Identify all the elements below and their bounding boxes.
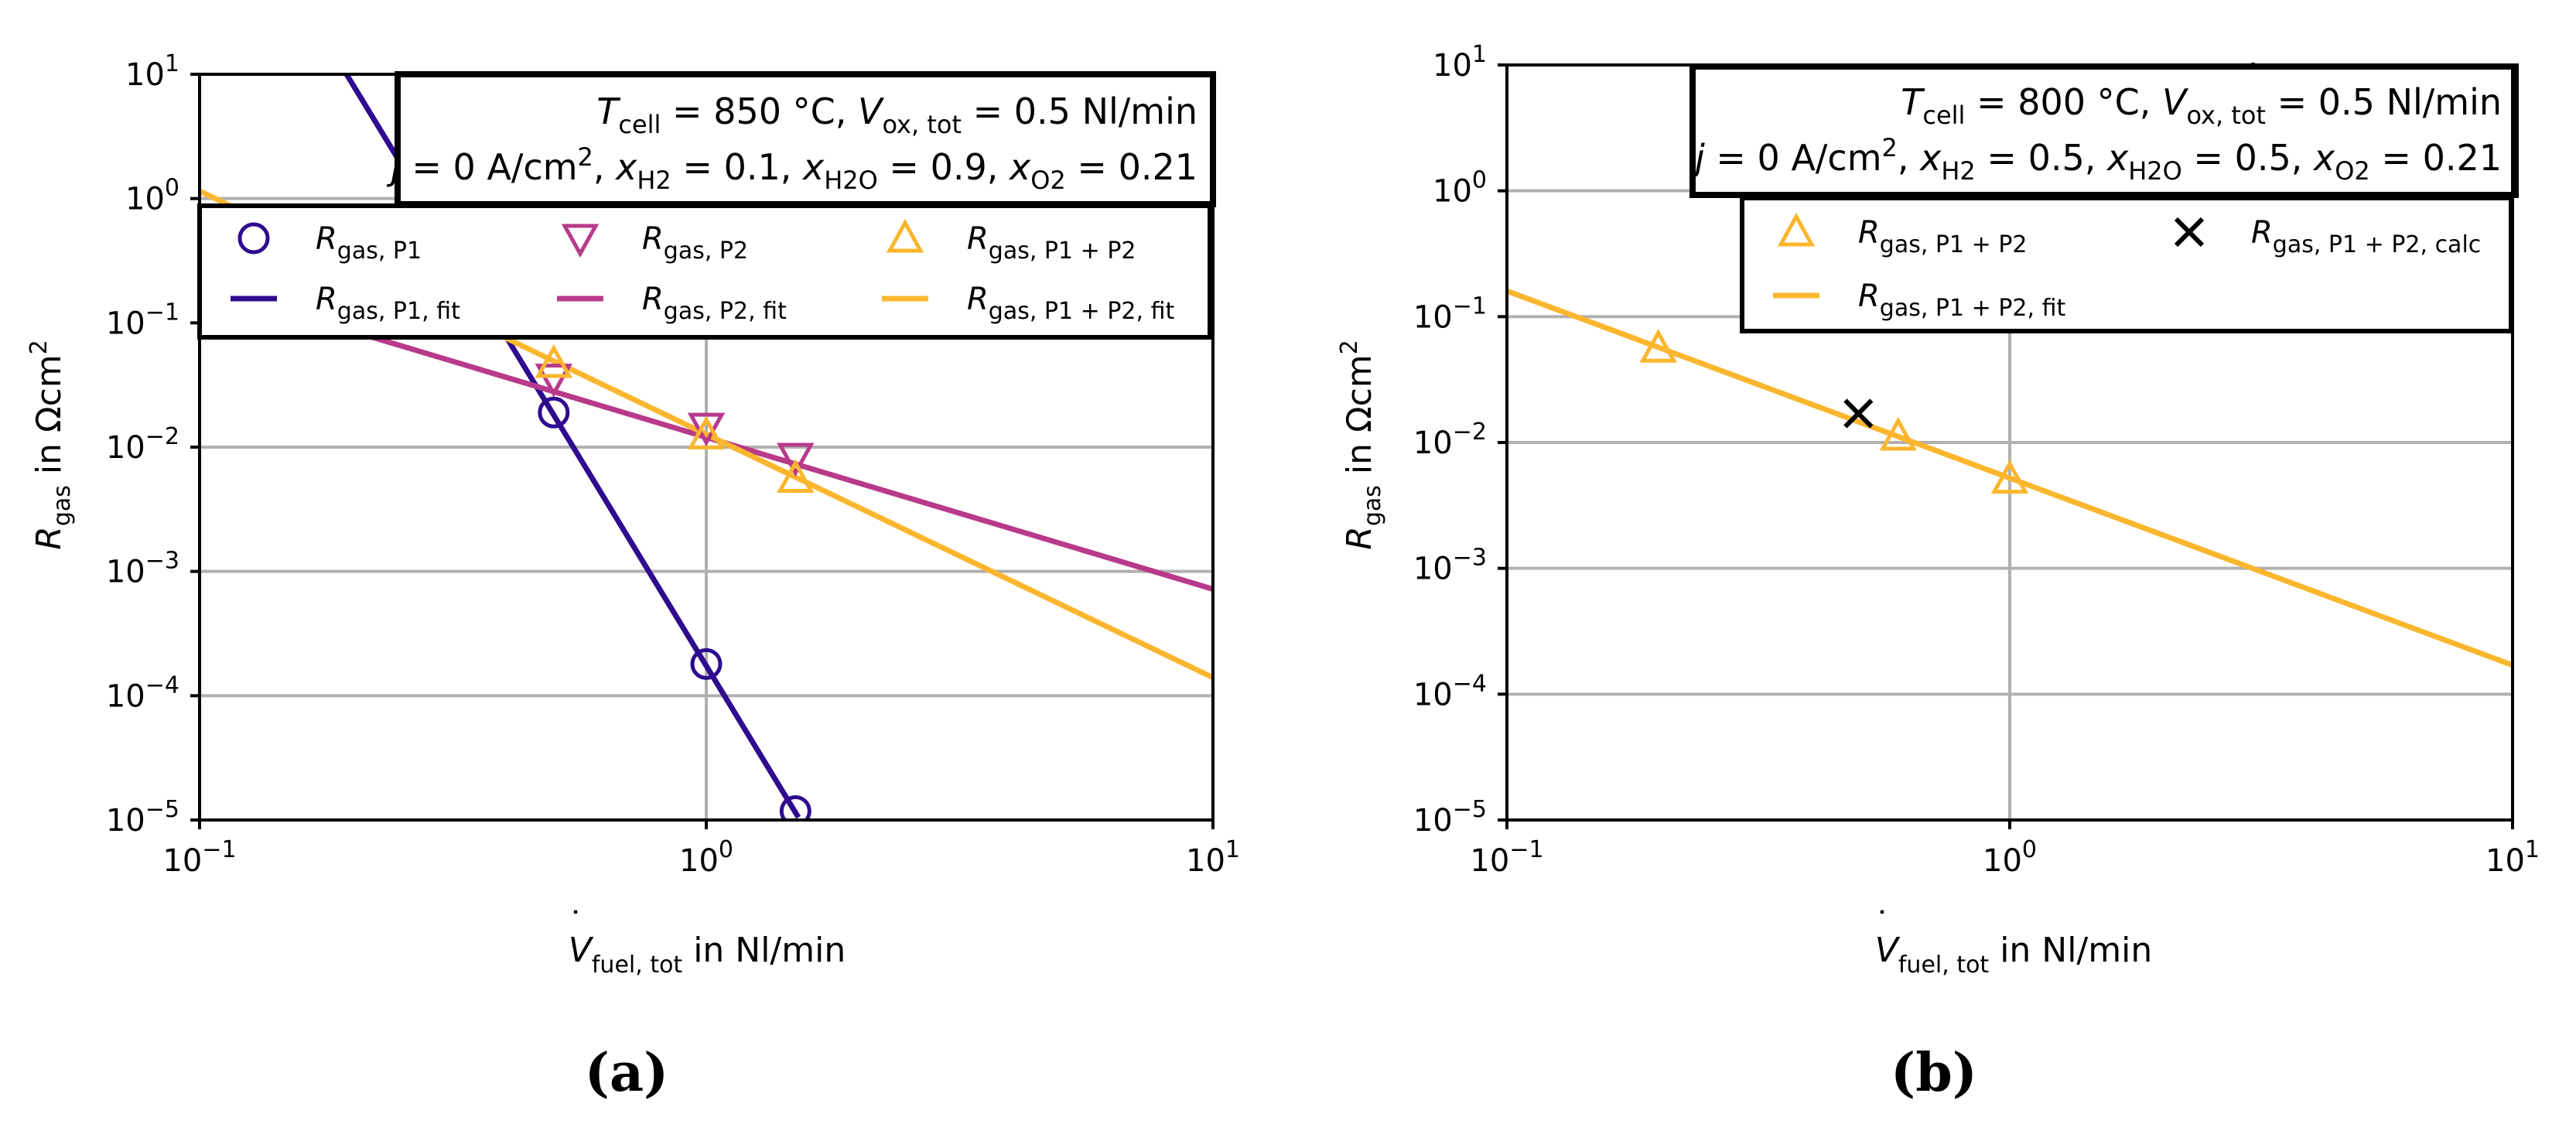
x-ticks-a: 10−1 100 101: [162, 820, 1240, 879]
xlabel-dot-b: ˙: [1874, 905, 1891, 945]
legend-box-b: [1740, 196, 2513, 333]
y-tick-label: 10−4: [106, 671, 179, 714]
data-point: [1843, 398, 1874, 429]
y-tick-label: 100: [1433, 167, 1487, 210]
y-tick-label: 10−4: [1413, 670, 1487, 712]
y-axis-label-a: Rgas in Ωcm2: [26, 340, 76, 550]
data-point: [777, 459, 815, 493]
info-vdot-b: ˙: [2244, 56, 2262, 98]
legend-marker: [1777, 212, 1816, 247]
legend-label: Rgas, P1 + P2, calc: [2251, 215, 2481, 258]
y-tick-label: 100: [125, 175, 179, 217]
y-ticks-b: 10−5 10−4 10−3 10−2 10−1 100 101: [1413, 41, 1507, 839]
legend-marker: [561, 224, 600, 258]
info-line2-a: j = 0 A/cm2, xH2 = 0.1, xH2O = 0.9, xO2 …: [386, 142, 1197, 195]
legend-label: Rgas, P1, fit: [316, 282, 460, 325]
info-line2-b: j = 0 A/cm2, xH2 = 0.5, xH2O = 0.5, xO2 …: [1690, 133, 2502, 186]
chart-panel-a: 10−5 10−4 10−3 10−2 10−1 100 101 10−1 100 101 Vf…: [26, 50, 1240, 979]
y-axis-label-b: Rgas in Ωcm2: [1336, 340, 1386, 550]
y-tick-label: 10−2: [1413, 419, 1487, 461]
data-point: [535, 343, 573, 378]
x-tick-label: 101: [1186, 836, 1240, 879]
data-point: [687, 412, 726, 447]
legend-label: Rgas, P2: [642, 221, 748, 265]
legend-label: Rgas, P1 + P2: [1858, 215, 2028, 258]
xlabel-dot-a: ˙: [567, 905, 584, 945]
y-tick-label: 101: [125, 50, 179, 93]
legend-marker: [2174, 217, 2205, 248]
info-box-b: [1689, 63, 2519, 198]
legend-a: Rgas, P1 Rgas, P2 Rgas, P1 + P2 Rgas, P1, f…: [231, 218, 1174, 325]
x-tick-label: 10−1: [1470, 836, 1543, 879]
data-point: [1990, 460, 2029, 494]
legend-marker: [237, 222, 270, 255]
panel-label-b: (b): [1891, 1042, 1977, 1104]
plot-frame-a: [198, 73, 1215, 822]
legend-label: Rgas, P1 + P2: [967, 221, 1136, 265]
x-tick-label: 100: [1983, 836, 2037, 879]
x-tick-label: 100: [679, 836, 733, 879]
info-vdot-a: ˙: [941, 66, 959, 108]
legend-label: Rgas, P1: [316, 221, 422, 265]
legend-label: Rgas, P1 + P2, fit: [967, 282, 1174, 325]
y-tick-label: 10−1: [106, 299, 179, 341]
y-tick-label: 10−5: [106, 796, 179, 839]
data-point: [538, 396, 570, 429]
y-tick-label: 10−3: [106, 548, 179, 590]
x-axis-label-a: Vfuel, tot in Nl/min: [569, 931, 846, 979]
x-axis-label-b: Vfuel, tot in Nl/min: [1875, 931, 2152, 979]
data-point: [779, 794, 811, 820]
fit-line: [1507, 288, 2513, 668]
data-point: [690, 647, 723, 680]
data-point: [1639, 329, 1677, 363]
y-tick-label: 10−5: [1413, 796, 1487, 839]
y-ticks-a: 10−5 10−4 10−3 10−2 10−1 100 101: [106, 50, 200, 839]
x-tick-label: 10−1: [162, 836, 236, 879]
legend-b: Rgas, P1 + P2 Rgas, P1 + P2, calc Rgas, P1…: [1773, 212, 2481, 322]
x-tick-label: 101: [2485, 836, 2540, 879]
y-tick-label: 10−3: [1413, 545, 1487, 587]
panel-label-a: (a): [585, 1042, 668, 1104]
plot-frame-b: [1505, 63, 2514, 822]
y-tick-label: 101: [1433, 41, 1487, 84]
x-ticks-b: 10−1 100 101: [1470, 820, 2540, 879]
data-point: [1879, 416, 1918, 451]
legend-label: Rgas, P1 + P2, fit: [1858, 278, 2065, 322]
data-point: [687, 415, 726, 449]
legend-label: Rgas, P2, fit: [642, 282, 787, 325]
chart-panel-b: 10−5 10−4 10−3 10−2 10−1 100 101 10−1 100 101 Vf…: [1336, 41, 2540, 979]
y-tick-label: 10−2: [106, 423, 179, 466]
y-tick-label: 10−1: [1413, 292, 1487, 335]
data-point: [535, 364, 573, 398]
data-point: [777, 442, 815, 477]
series-b: [1507, 288, 2513, 668]
info-line1-a: Tcell = 850 °C, Vox, tot = 0.5 Nl/min: [596, 91, 1197, 139]
info-line1-b: Tcell = 800 °C, Vox, tot = 0.5 Nl/min: [1901, 81, 2502, 130]
legend-marker: [886, 218, 924, 253]
